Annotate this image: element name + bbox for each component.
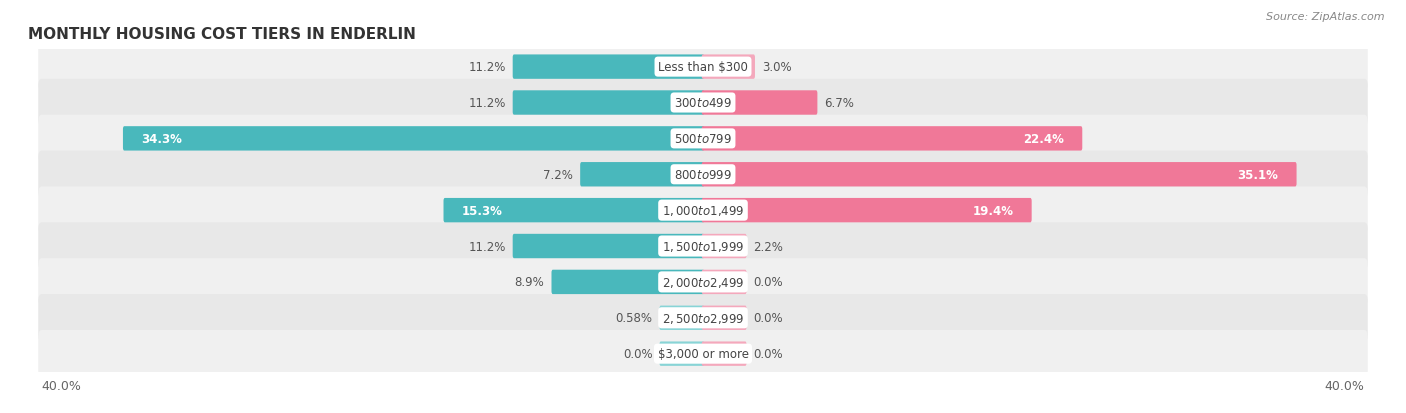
- Text: 3.0%: 3.0%: [762, 61, 792, 74]
- FancyBboxPatch shape: [38, 44, 1368, 91]
- FancyBboxPatch shape: [702, 127, 1083, 151]
- Text: $500 to $799: $500 to $799: [673, 133, 733, 145]
- FancyBboxPatch shape: [659, 306, 704, 330]
- Text: 11.2%: 11.2%: [468, 240, 506, 253]
- FancyBboxPatch shape: [122, 127, 704, 151]
- FancyBboxPatch shape: [702, 306, 747, 330]
- FancyBboxPatch shape: [38, 259, 1368, 306]
- FancyBboxPatch shape: [38, 330, 1368, 377]
- Text: $1,000 to $1,499: $1,000 to $1,499: [662, 204, 744, 218]
- Text: 40.0%: 40.0%: [1324, 380, 1364, 392]
- FancyBboxPatch shape: [702, 91, 817, 115]
- FancyBboxPatch shape: [513, 234, 704, 259]
- Text: 0.0%: 0.0%: [754, 276, 783, 289]
- FancyBboxPatch shape: [38, 80, 1368, 127]
- FancyBboxPatch shape: [581, 163, 704, 187]
- FancyBboxPatch shape: [702, 163, 1296, 187]
- Text: 7.2%: 7.2%: [543, 169, 574, 181]
- Text: $3,000 or more: $3,000 or more: [658, 347, 748, 360]
- FancyBboxPatch shape: [551, 270, 704, 294]
- Text: $2,500 to $2,999: $2,500 to $2,999: [662, 311, 744, 325]
- Text: 11.2%: 11.2%: [468, 61, 506, 74]
- FancyBboxPatch shape: [38, 187, 1368, 234]
- FancyBboxPatch shape: [702, 342, 747, 366]
- FancyBboxPatch shape: [38, 294, 1368, 342]
- FancyBboxPatch shape: [38, 151, 1368, 199]
- Text: 34.3%: 34.3%: [141, 133, 181, 145]
- FancyBboxPatch shape: [659, 342, 704, 366]
- Text: 8.9%: 8.9%: [515, 276, 544, 289]
- Text: $800 to $999: $800 to $999: [673, 169, 733, 181]
- Text: 22.4%: 22.4%: [1024, 133, 1064, 145]
- FancyBboxPatch shape: [38, 115, 1368, 163]
- Text: 0.0%: 0.0%: [754, 347, 783, 360]
- Text: 35.1%: 35.1%: [1237, 169, 1278, 181]
- Text: 19.4%: 19.4%: [973, 204, 1014, 217]
- FancyBboxPatch shape: [513, 55, 704, 80]
- Text: 40.0%: 40.0%: [42, 380, 82, 392]
- Text: $1,500 to $1,999: $1,500 to $1,999: [662, 240, 744, 254]
- Text: MONTHLY HOUSING COST TIERS IN ENDERLIN: MONTHLY HOUSING COST TIERS IN ENDERLIN: [28, 26, 416, 41]
- Text: 11.2%: 11.2%: [468, 97, 506, 110]
- Text: 15.3%: 15.3%: [461, 204, 502, 217]
- FancyBboxPatch shape: [702, 199, 1032, 223]
- FancyBboxPatch shape: [702, 55, 755, 80]
- Text: 0.58%: 0.58%: [616, 311, 652, 325]
- Text: 0.0%: 0.0%: [623, 347, 652, 360]
- Text: 2.2%: 2.2%: [754, 240, 783, 253]
- Text: $2,000 to $2,499: $2,000 to $2,499: [662, 275, 744, 289]
- Text: 0.0%: 0.0%: [754, 311, 783, 325]
- FancyBboxPatch shape: [38, 223, 1368, 270]
- Text: Less than $300: Less than $300: [658, 61, 748, 74]
- FancyBboxPatch shape: [702, 270, 747, 294]
- Text: 6.7%: 6.7%: [824, 97, 855, 110]
- Text: Source: ZipAtlas.com: Source: ZipAtlas.com: [1267, 12, 1385, 22]
- FancyBboxPatch shape: [702, 234, 747, 259]
- FancyBboxPatch shape: [513, 91, 704, 115]
- FancyBboxPatch shape: [443, 199, 704, 223]
- Text: $300 to $499: $300 to $499: [673, 97, 733, 110]
